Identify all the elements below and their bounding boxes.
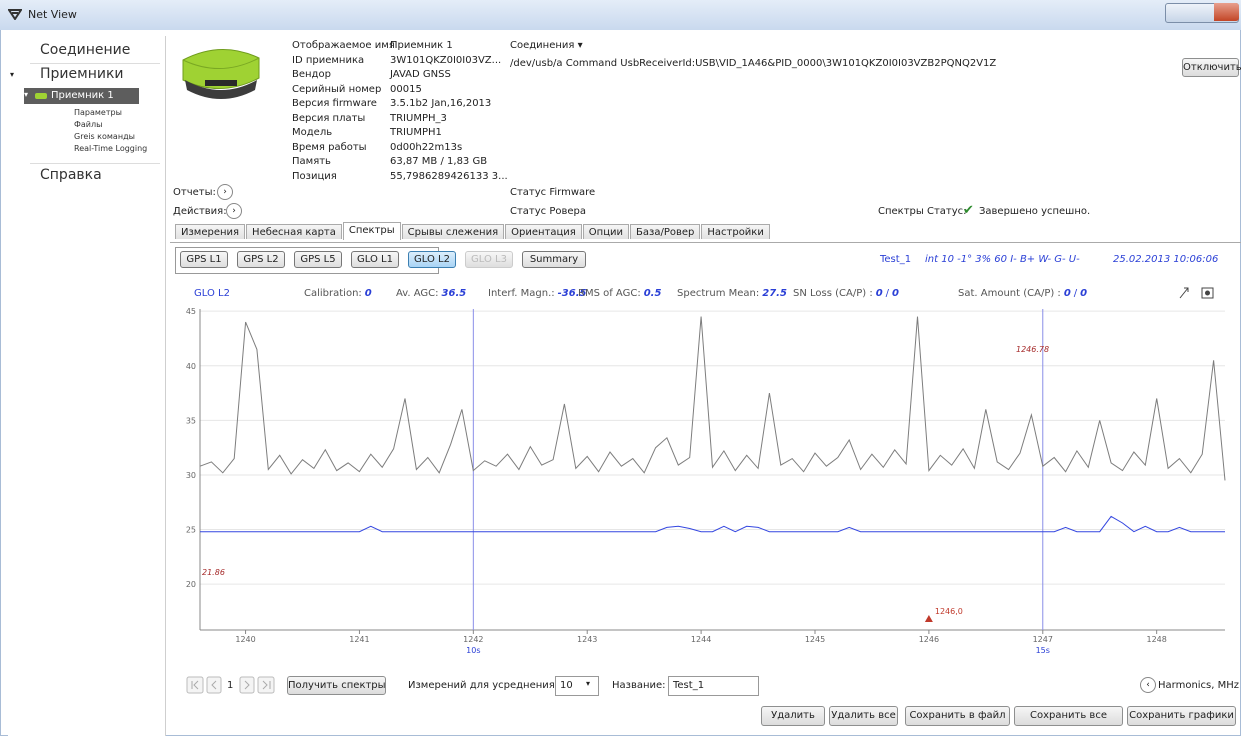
x-tick-label: 1242 — [463, 635, 483, 644]
spectrum-chart: 20 25 30 35 40 45 1240 1241 1242 1243 1244 1245 1246… — [0, 0, 1241, 736]
action-button[interactable]: Сохранить в файл — [905, 706, 1010, 726]
app-window: Net View Соединение ▾ Приемники ▾ Приемн… — [0, 0, 1241, 736]
select-value: 10 — [560, 680, 573, 691]
cursor-label: 1246,0 — [935, 607, 963, 616]
min-label: 21.86 — [202, 568, 225, 577]
averaging-label: Измерений для усреднения: — [408, 680, 558, 691]
action-button[interactable]: Удалить — [761, 706, 825, 726]
y-tick-label: 30 — [186, 471, 196, 480]
x-tick-label: 1243 — [577, 635, 597, 644]
get-spectra-button[interactable]: Получить спектры — [287, 676, 386, 695]
marker-label: 10s — [466, 646, 480, 655]
action-button[interactable]: Сохранить все — [1014, 706, 1123, 726]
y-tick-label: 45 — [186, 307, 196, 316]
x-tick-label: 1247 — [1033, 635, 1053, 644]
action-button[interactable]: Сохранить графики — [1127, 706, 1236, 726]
x-tick-label: 1244 — [691, 635, 711, 644]
input-value: Test_1 — [673, 680, 704, 691]
harmonics-label: Harmonics, MHz — [1158, 680, 1239, 691]
x-tick-label: 1240 — [235, 635, 255, 644]
action-button[interactable]: Удалить все — [829, 706, 898, 726]
page-number: 1 — [227, 680, 233, 691]
name-input[interactable]: Test_1 — [668, 676, 759, 696]
y-tick-label: 25 — [186, 526, 196, 535]
cursor-marker — [925, 615, 933, 622]
series-line — [200, 317, 1225, 481]
averaging-select[interactable]: 10 ▾ — [555, 676, 599, 696]
collapse-button[interactable]: ‹ — [1140, 677, 1156, 693]
max-label: 1246.78 — [1016, 345, 1049, 354]
x-tick-label: 1248 — [1146, 635, 1166, 644]
y-tick-label: 20 — [186, 580, 196, 589]
marker-label: 15s — [1036, 646, 1050, 655]
y-tick-label: 35 — [186, 416, 196, 425]
name-label: Название: — [612, 680, 666, 691]
x-tick-label: 1246 — [919, 635, 939, 644]
y-tick-label: 40 — [186, 362, 196, 371]
x-tick-label: 1245 — [805, 635, 825, 644]
x-tick-label: 1241 — [349, 635, 369, 644]
